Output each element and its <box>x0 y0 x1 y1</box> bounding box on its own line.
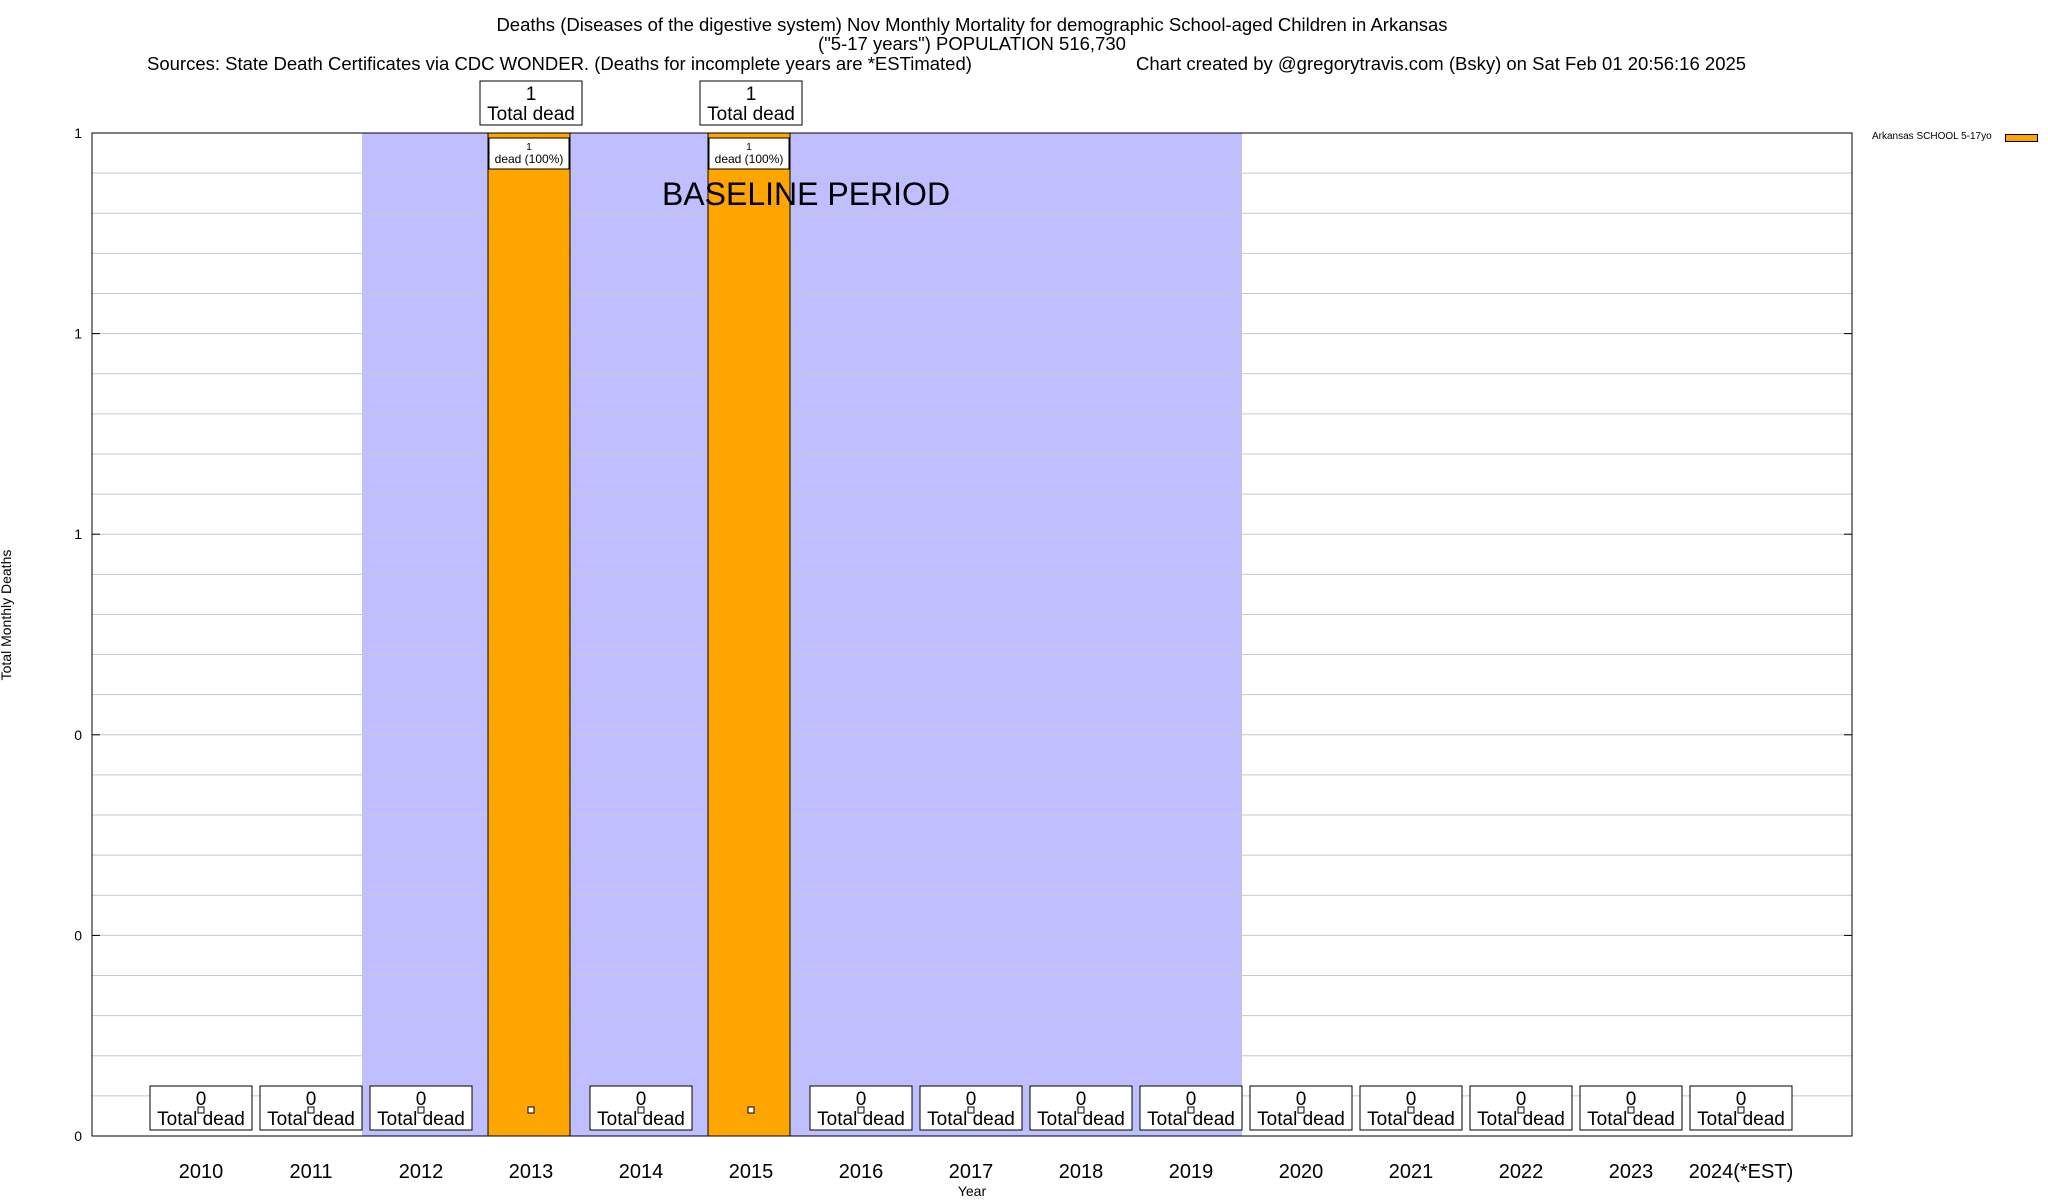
y-tick-label: 0 <box>74 927 82 943</box>
total-label-text: Total dead <box>1587 1109 1675 1130</box>
total-label-value: 0 <box>636 1089 647 1110</box>
chart-credit: Chart created by @gregorytravis.com (Bsk… <box>1136 53 1747 74</box>
total-label-text: Total dead <box>597 1109 685 1130</box>
total-label-text: Total dead <box>1697 1109 1785 1130</box>
segment-label-text: dead (100%) <box>495 152 564 166</box>
x-tick-marker <box>857 1106 865 1114</box>
total-label-text: Total dead <box>1477 1109 1565 1130</box>
total-label-value: 0 <box>856 1089 867 1110</box>
chart-sources: Sources: State Death Certificates via CD… <box>147 53 972 74</box>
x-tick-marker <box>747 1106 755 1114</box>
total-label-value: 0 <box>306 1089 317 1110</box>
x-tick-marker <box>967 1106 975 1114</box>
y-tick-label: 1 <box>74 125 82 141</box>
total-label-text: Total dead <box>707 104 795 125</box>
bar <box>487 132 571 1137</box>
y-tick-label: 0 <box>74 727 82 743</box>
x-tick-label: 2021 <box>1389 1161 1434 1183</box>
x-tick-marker <box>637 1106 645 1114</box>
total-label-value: 0 <box>1406 1089 1417 1110</box>
x-tick-marker <box>1517 1106 1525 1114</box>
x-tick-label: 2023 <box>1609 1161 1654 1183</box>
y-tick-label: 1 <box>74 326 82 342</box>
legend-label: Arkansas SCHOOL 5-17yo <box>1872 131 1992 142</box>
x-tick-marker <box>307 1106 315 1114</box>
y-tick-label: 0 <box>74 1128 82 1144</box>
x-tick-label: 2018 <box>1059 1161 1104 1183</box>
segment-label-text: dead (100%) <box>715 152 784 166</box>
total-label-value: 1 <box>746 84 757 105</box>
x-tick-marker <box>1297 1106 1305 1114</box>
chart-subtitle: ("5-17 years") POPULATION 516,730 <box>818 33 1126 54</box>
total-label-text: Total dead <box>267 1109 355 1130</box>
x-tick-label: 2024(*EST) <box>1689 1161 1794 1183</box>
plot-frame <box>91 132 1853 1137</box>
total-label-text: Total dead <box>817 1109 905 1130</box>
segment-label-value: 1 <box>526 142 532 153</box>
total-label-value: 0 <box>1516 1089 1527 1110</box>
x-tick-marker <box>527 1106 535 1114</box>
x-tick-marker <box>1077 1106 1085 1114</box>
x-tick-label: 2016 <box>839 1161 884 1183</box>
total-label-value: 0 <box>196 1089 207 1110</box>
total-label-value: 0 <box>1736 1089 1747 1110</box>
segment-label-box <box>488 137 570 170</box>
total-label-text: Total dead <box>157 1109 245 1130</box>
x-tick-marker <box>197 1106 205 1114</box>
total-label-text: Total dead <box>1037 1109 1125 1130</box>
x-tick-marker <box>1627 1106 1635 1114</box>
x-tick-label: 2017 <box>949 1161 994 1183</box>
x-tick-marker <box>1187 1106 1195 1114</box>
total-label-value: 0 <box>966 1089 977 1110</box>
total-label-value: 1 <box>526 84 537 105</box>
total-label-value: 0 <box>416 1089 427 1110</box>
x-tick-label: 2010 <box>179 1161 224 1183</box>
x-tick-marker <box>1737 1106 1745 1114</box>
baseline-period-label: BASELINE PERIOD <box>662 176 950 212</box>
segment-label-value: 1 <box>746 142 752 153</box>
total-label-text: Total dead <box>1147 1109 1235 1130</box>
x-tick-label: 2011 <box>289 1161 332 1183</box>
total-label-text: Total dead <box>377 1109 465 1130</box>
x-axis-label: Year <box>958 1183 987 1199</box>
total-label-value: 0 <box>1186 1089 1197 1110</box>
total-label-value: 0 <box>1076 1089 1087 1110</box>
segment-label-box <box>708 137 790 170</box>
total-label-box <box>699 80 803 126</box>
total-label-value: 0 <box>1296 1089 1307 1110</box>
x-tick-label: 2014 <box>619 1161 664 1183</box>
total-label-value: 0 <box>1626 1089 1637 1110</box>
y-tick-label: 1 <box>74 526 82 542</box>
total-label-text: Total dead <box>927 1109 1015 1130</box>
x-tick-label: 2015 <box>729 1161 774 1183</box>
chart-title: Deaths (Diseases of the digestive system… <box>496 14 1448 35</box>
x-tick-marker <box>417 1106 425 1114</box>
total-label-text: Total dead <box>1367 1109 1455 1130</box>
legend-swatch <box>2005 134 2038 142</box>
total-label-box <box>1579 1085 1683 1131</box>
total-label-text: Total dead <box>1257 1109 1345 1130</box>
total-label-box <box>479 80 583 126</box>
x-tick-label: 2022 <box>1499 1161 1544 1183</box>
x-tick-label: 2012 <box>399 1161 444 1183</box>
total-label-text: Total dead <box>487 104 575 125</box>
bar <box>707 132 791 1137</box>
x-tick-label: 2013 <box>509 1161 554 1183</box>
x-tick-label: 2019 <box>1169 1161 1214 1183</box>
x-tick-marker <box>1407 1106 1415 1114</box>
x-tick-label: 2020 <box>1279 1161 1324 1183</box>
